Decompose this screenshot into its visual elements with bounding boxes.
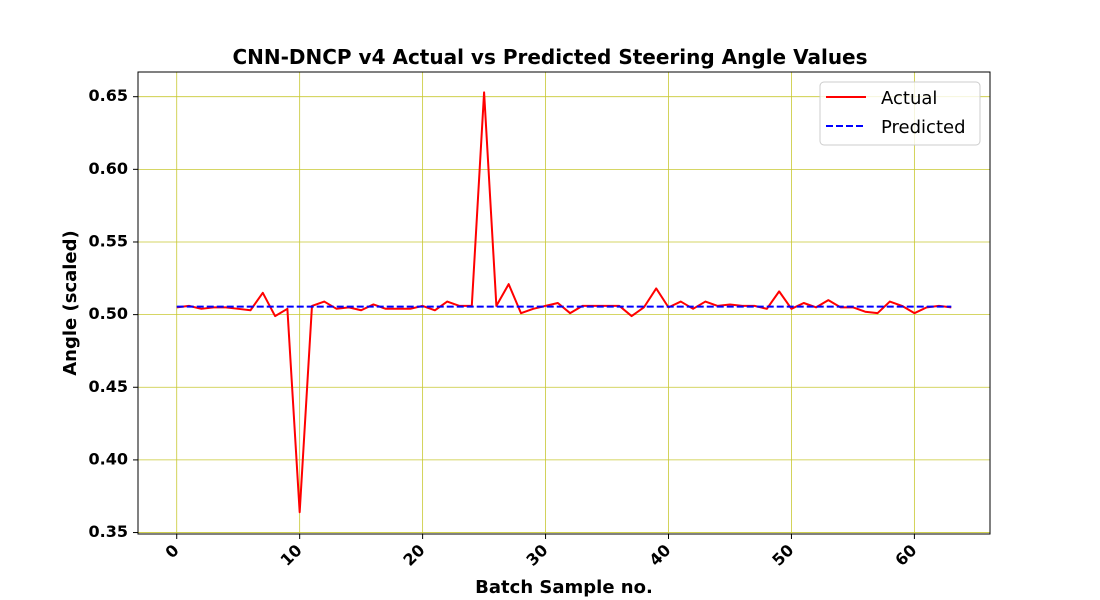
x-tick-label: 50 bbox=[768, 541, 797, 570]
y-tick-label: 0.50 bbox=[89, 304, 128, 323]
y-tick-label: 0.65 bbox=[89, 86, 128, 105]
y-tick-label: 0.40 bbox=[89, 449, 128, 468]
y-tick-label: 0.55 bbox=[89, 231, 128, 250]
y-tick-label: 0.45 bbox=[89, 377, 128, 396]
y-tick-label: 0.60 bbox=[89, 159, 128, 178]
legend-actual-label: Actual bbox=[881, 88, 937, 109]
x-axis-label: Batch Sample no. bbox=[475, 577, 653, 598]
plot-frame bbox=[137, 71, 991, 535]
x-tick-label: 30 bbox=[522, 541, 551, 570]
series-line-actual bbox=[176, 91, 952, 514]
series-layer bbox=[176, 91, 952, 514]
legend-predicted-label: Predicted bbox=[881, 117, 966, 138]
y-axis-label: Angle (scaled) bbox=[60, 230, 81, 376]
axis-ticks: 0 10 20 30 40 50 60 0.35 0.40 0.45 0.50 0.55 0.60 0.6… bbox=[89, 86, 921, 570]
x-tick-label: 40 bbox=[645, 541, 674, 570]
x-tick-label: 20 bbox=[399, 541, 428, 570]
x-tick-label: 60 bbox=[891, 541, 920, 570]
x-tick-label: 10 bbox=[277, 541, 306, 570]
x-tick-label: 0 bbox=[161, 541, 182, 562]
chart-title: CNN-DNCP v4 Actual vs Predicted Steering… bbox=[232, 45, 867, 69]
legend: Actual Predicted bbox=[819, 81, 981, 146]
y-tick-label: 0.35 bbox=[89, 522, 128, 541]
